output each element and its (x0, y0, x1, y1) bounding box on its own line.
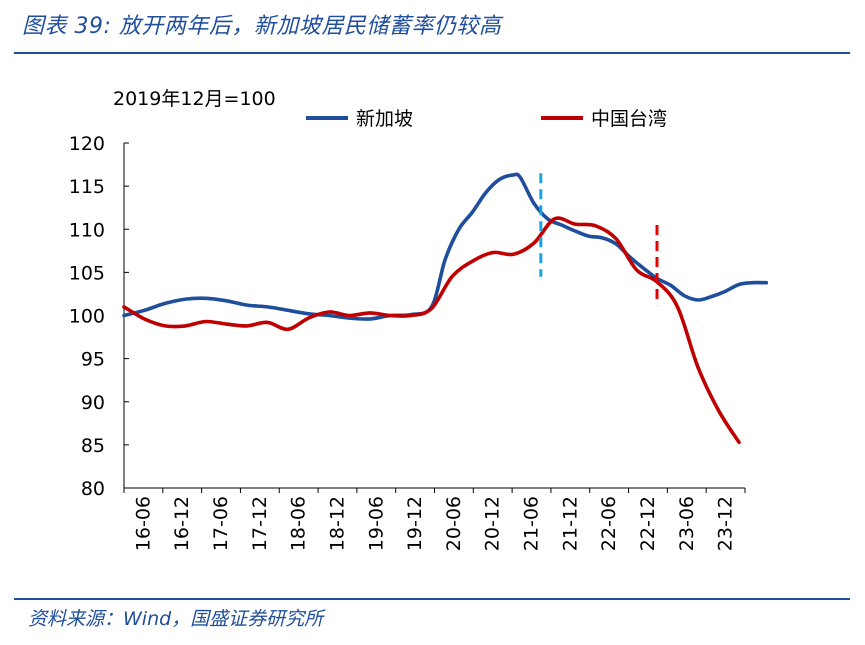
series-line-singapore (122, 172, 769, 321)
line-chart: 80 85 90 95 100 105 110 115 120 16-06 16-12 17-06 17… (69, 88, 769, 551)
chart-axes: 80 85 90 95 100 105 110 115 120 16-06 16-12 17-06 17… (69, 133, 746, 551)
y-tick-label: 100 (69, 306, 105, 328)
y-tick-label: 110 (69, 219, 105, 241)
y-tick-label: 80 (81, 478, 105, 500)
x-tick-label: 19-12 (404, 496, 426, 551)
x-tick-label: 16-12 (171, 496, 193, 551)
x-tick-label: 19-06 (365, 496, 387, 551)
x-tick-label: 23-06 (676, 496, 698, 551)
x-tick-label: 17-06 (210, 496, 232, 551)
x-tick-label: 17-12 (249, 496, 271, 551)
y-tick-label: 115 (69, 176, 105, 198)
x-tick-label: 18-12 (326, 496, 348, 551)
x-tick-label: 16-06 (132, 496, 154, 551)
x-tick-label: 22-12 (637, 496, 659, 551)
source-note: 资料来源：Wind，国盛证券研究所 (28, 608, 324, 630)
x-tick-label: 20-12 (482, 496, 504, 551)
x-tick-label: 22-06 (598, 496, 620, 551)
y-tick-label: 120 (69, 133, 105, 155)
title-rule (14, 52, 850, 54)
y-tick-label: 85 (81, 435, 105, 457)
x-tick-label: 20-06 (443, 496, 465, 551)
series-layer (122, 172, 769, 445)
y-tick-label: 90 (81, 392, 105, 414)
y-tick-label: 95 (81, 349, 105, 371)
event-markers (539, 173, 659, 306)
unit-label: 2019年12月=100 (113, 88, 276, 110)
chart-legend: 新加坡 中国台湾 (306, 108, 667, 130)
figure-title: 图表 39: 放开两年后，新加坡居民储蓄率仍较高 (22, 14, 502, 39)
x-tick-label: 18-06 (288, 496, 310, 551)
legend-label-singapore: 新加坡 (356, 108, 413, 130)
source-rule (14, 598, 850, 600)
x-tick-label: 23-12 (715, 496, 737, 551)
y-tick-label: 105 (69, 262, 105, 284)
x-tick-label: 21-06 (521, 496, 543, 551)
series-line-taiwan (122, 216, 741, 445)
x-tick-label: 21-12 (559, 496, 581, 551)
legend-label-taiwan: 中国台湾 (591, 108, 667, 130)
